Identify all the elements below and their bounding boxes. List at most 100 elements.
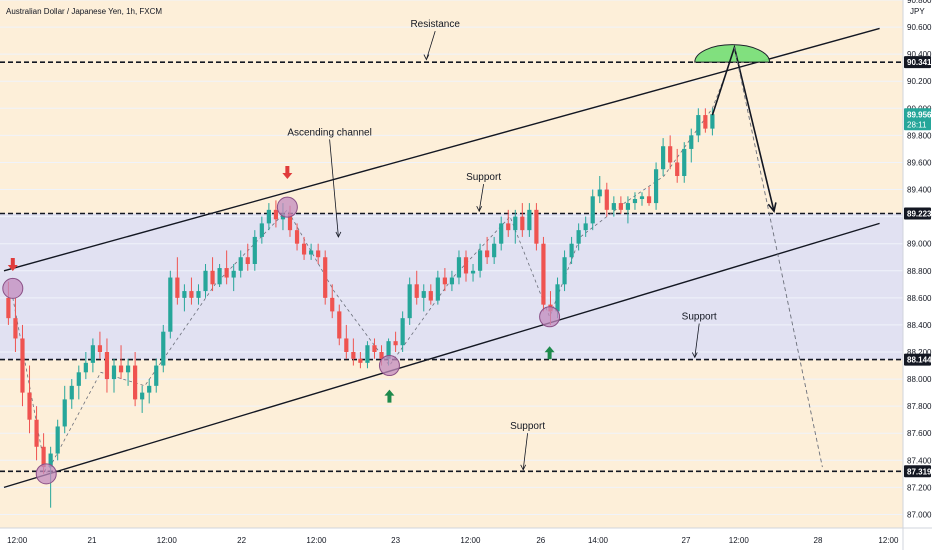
- candle-body: [13, 318, 18, 339]
- candle-body: [48, 453, 53, 468]
- candle-body: [140, 392, 145, 400]
- candle-body: [118, 365, 124, 373]
- candle-body: [661, 146, 666, 170]
- candle-body: [675, 162, 680, 176]
- candle-body: [104, 352, 110, 380]
- candle-body: [358, 358, 363, 363]
- price-label-text: 87.319: [907, 467, 932, 476]
- candle-body: [6, 297, 11, 319]
- annotation-label: Support: [466, 172, 501, 183]
- candle-body: [618, 203, 623, 210]
- candle-body: [27, 392, 32, 420]
- candle-body: [710, 114, 715, 129]
- candle-body: [62, 399, 67, 427]
- candle-body: [231, 270, 236, 278]
- price-label-box: [904, 353, 931, 366]
- price-label-text: 90.341: [907, 58, 932, 67]
- candle-body: [555, 284, 560, 312]
- candle-body: [513, 216, 518, 231]
- y-tick-label: 88.200: [907, 348, 932, 357]
- candle-body: [372, 345, 377, 352]
- annotation-arrowhead: [691, 352, 698, 359]
- pivot-circle: [2, 277, 24, 299]
- y-tick-label: 88.400: [907, 321, 932, 330]
- candle-body: [323, 257, 328, 298]
- candle-body: [55, 426, 60, 454]
- candle-body: [266, 209, 271, 224]
- y-tick-label: 89.400: [907, 186, 932, 195]
- annotation-arrowhead: [335, 231, 342, 238]
- candle-body: [611, 203, 616, 210]
- arrow-up-icon: [544, 346, 555, 360]
- candle-body: [456, 257, 462, 278]
- candle-body: [534, 209, 539, 244]
- candle-body: [344, 338, 349, 352]
- candle-body: [20, 338, 25, 393]
- candle-body: [393, 341, 398, 346]
- x-tick-label: 12:00: [157, 536, 178, 545]
- pivot-circle: [276, 196, 298, 218]
- candle-body: [175, 277, 180, 298]
- price-label-box: [904, 108, 931, 131]
- candle-body: [414, 284, 419, 298]
- price-label-box: [904, 207, 931, 220]
- candle-body: [273, 209, 279, 220]
- candle-body: [485, 250, 490, 258]
- channel-upper-line: [3, 27, 880, 272]
- x-tick-label: 27: [682, 536, 691, 545]
- projection-dashed-path: [733, 47, 823, 468]
- arrow-down-icon: [7, 258, 18, 272]
- candle-body: [428, 291, 433, 301]
- candle-body: [449, 277, 455, 285]
- annotation-label: Resistance: [410, 19, 460, 30]
- x-tick-label: 22: [237, 536, 246, 545]
- candle-body: [316, 250, 321, 258]
- candle-body: [653, 169, 659, 204]
- candle-body: [541, 243, 546, 305]
- y-tick-label: 87.000: [907, 510, 932, 519]
- candle-body: [365, 345, 370, 363]
- candle-body: [203, 270, 208, 292]
- currency-label: JPY: [910, 7, 925, 16]
- candle-body: [477, 250, 483, 271]
- candle-body: [646, 196, 652, 204]
- y-tick-label: 88.800: [907, 267, 932, 276]
- candle-body: [182, 291, 187, 298]
- candle-body: [583, 223, 588, 231]
- annotation-arrowhead: [520, 464, 527, 471]
- price-axis: [903, 0, 932, 550]
- candle-body: [294, 230, 300, 244]
- candle-body: [576, 230, 581, 244]
- candle-body: [69, 385, 74, 400]
- candle-body: [386, 341, 391, 359]
- price-label-subtext: 28:11: [907, 120, 927, 129]
- y-tick-label: 89.600: [907, 158, 932, 167]
- candle-body: [421, 291, 426, 298]
- y-tick-label: 89.800: [907, 131, 932, 140]
- y-tick-label: 88.600: [907, 294, 932, 303]
- candle-body: [435, 277, 440, 301]
- candle-body: [161, 331, 166, 366]
- pivot-circle: [35, 463, 57, 485]
- candle-body: [506, 223, 511, 231]
- y-tick-label: 90.400: [907, 50, 932, 59]
- candle-body: [470, 270, 476, 274]
- y-tick-label: 90.800: [907, 0, 932, 5]
- annotation-label: Support: [510, 421, 545, 432]
- candle-body: [196, 291, 201, 298]
- price-label-box: [904, 465, 931, 478]
- zigzag-path: [12, 51, 735, 476]
- x-tick-label: 28: [814, 536, 823, 545]
- arrow-down-icon: [282, 166, 293, 179]
- y-tick-label: 87.600: [907, 429, 932, 438]
- candle-body: [597, 189, 602, 197]
- y-tick-label: 87.400: [907, 456, 932, 465]
- candle-body: [259, 223, 264, 237]
- candle-body: [189, 291, 194, 298]
- candle-body: [442, 277, 447, 285]
- candle-body: [133, 365, 138, 400]
- candle-body: [34, 419, 39, 447]
- annotation-arrowhead: [476, 206, 483, 213]
- price-label-text: 89.956: [907, 110, 932, 119]
